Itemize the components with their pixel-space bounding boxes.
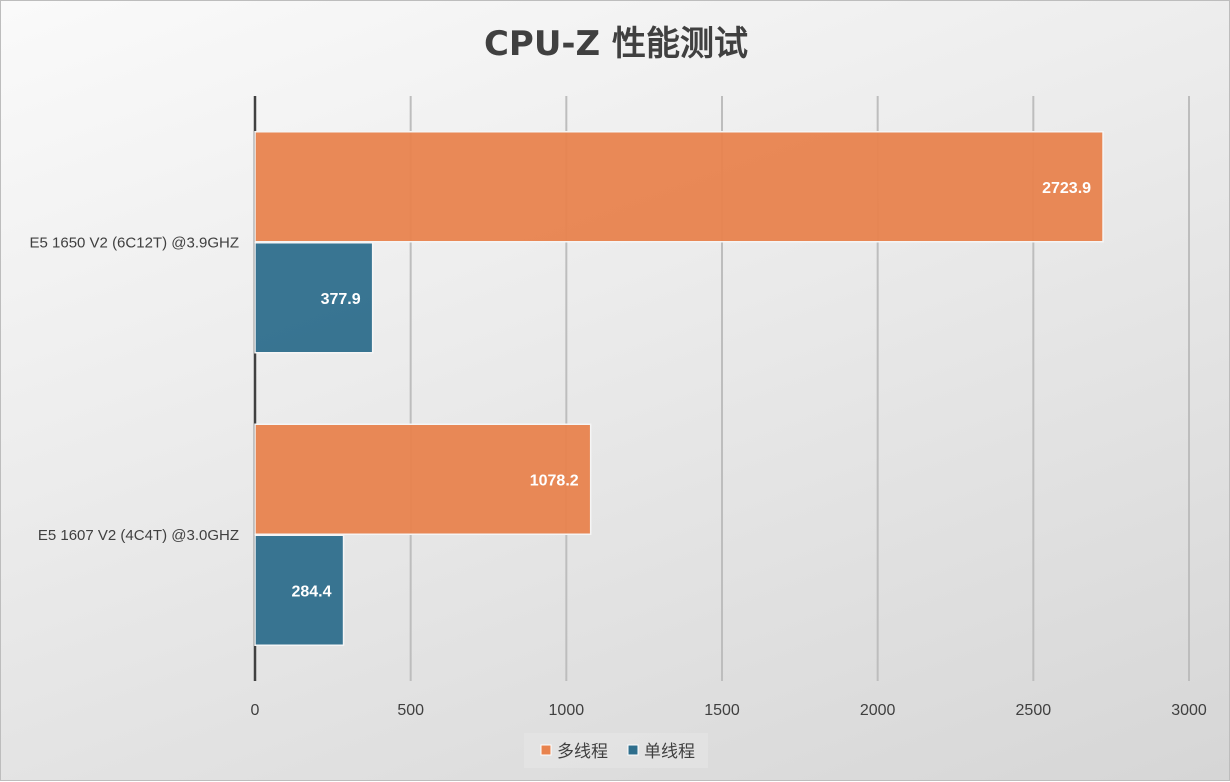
x-tick-label: 2500 bbox=[1016, 702, 1052, 719]
data-label: 1078.2 bbox=[530, 472, 579, 489]
x-tick-label: 3000 bbox=[1171, 702, 1207, 719]
chart-title: CPU-Z 性能测试 bbox=[484, 24, 748, 64]
category-label: E5 1607 V2 (4C4T) @3.0GHZ bbox=[38, 527, 239, 544]
bar bbox=[254, 131, 1104, 243]
category-label: E5 1650 V2 (6C12T) @3.9GHZ bbox=[30, 234, 240, 251]
data-label: 284.4 bbox=[291, 583, 331, 600]
legend-label: 多线程 bbox=[557, 742, 608, 762]
x-tick-label: 500 bbox=[397, 702, 424, 719]
data-label: 377.9 bbox=[321, 291, 361, 308]
legend: 多线程 单线程 bbox=[524, 733, 708, 768]
bar bbox=[254, 242, 374, 354]
legend-box bbox=[524, 733, 708, 768]
bar bbox=[254, 534, 345, 646]
x-tick-label: 0 bbox=[251, 702, 260, 719]
data-label: 2723.9 bbox=[1042, 180, 1091, 197]
legend-swatch bbox=[540, 744, 552, 756]
x-tick-label: 1000 bbox=[549, 702, 585, 719]
legend-label: 单线程 bbox=[644, 742, 695, 762]
bar bbox=[254, 423, 592, 535]
legend-swatch bbox=[627, 744, 639, 756]
x-tick-label: 1500 bbox=[704, 702, 740, 719]
x-tick-label: 2000 bbox=[860, 702, 896, 719]
